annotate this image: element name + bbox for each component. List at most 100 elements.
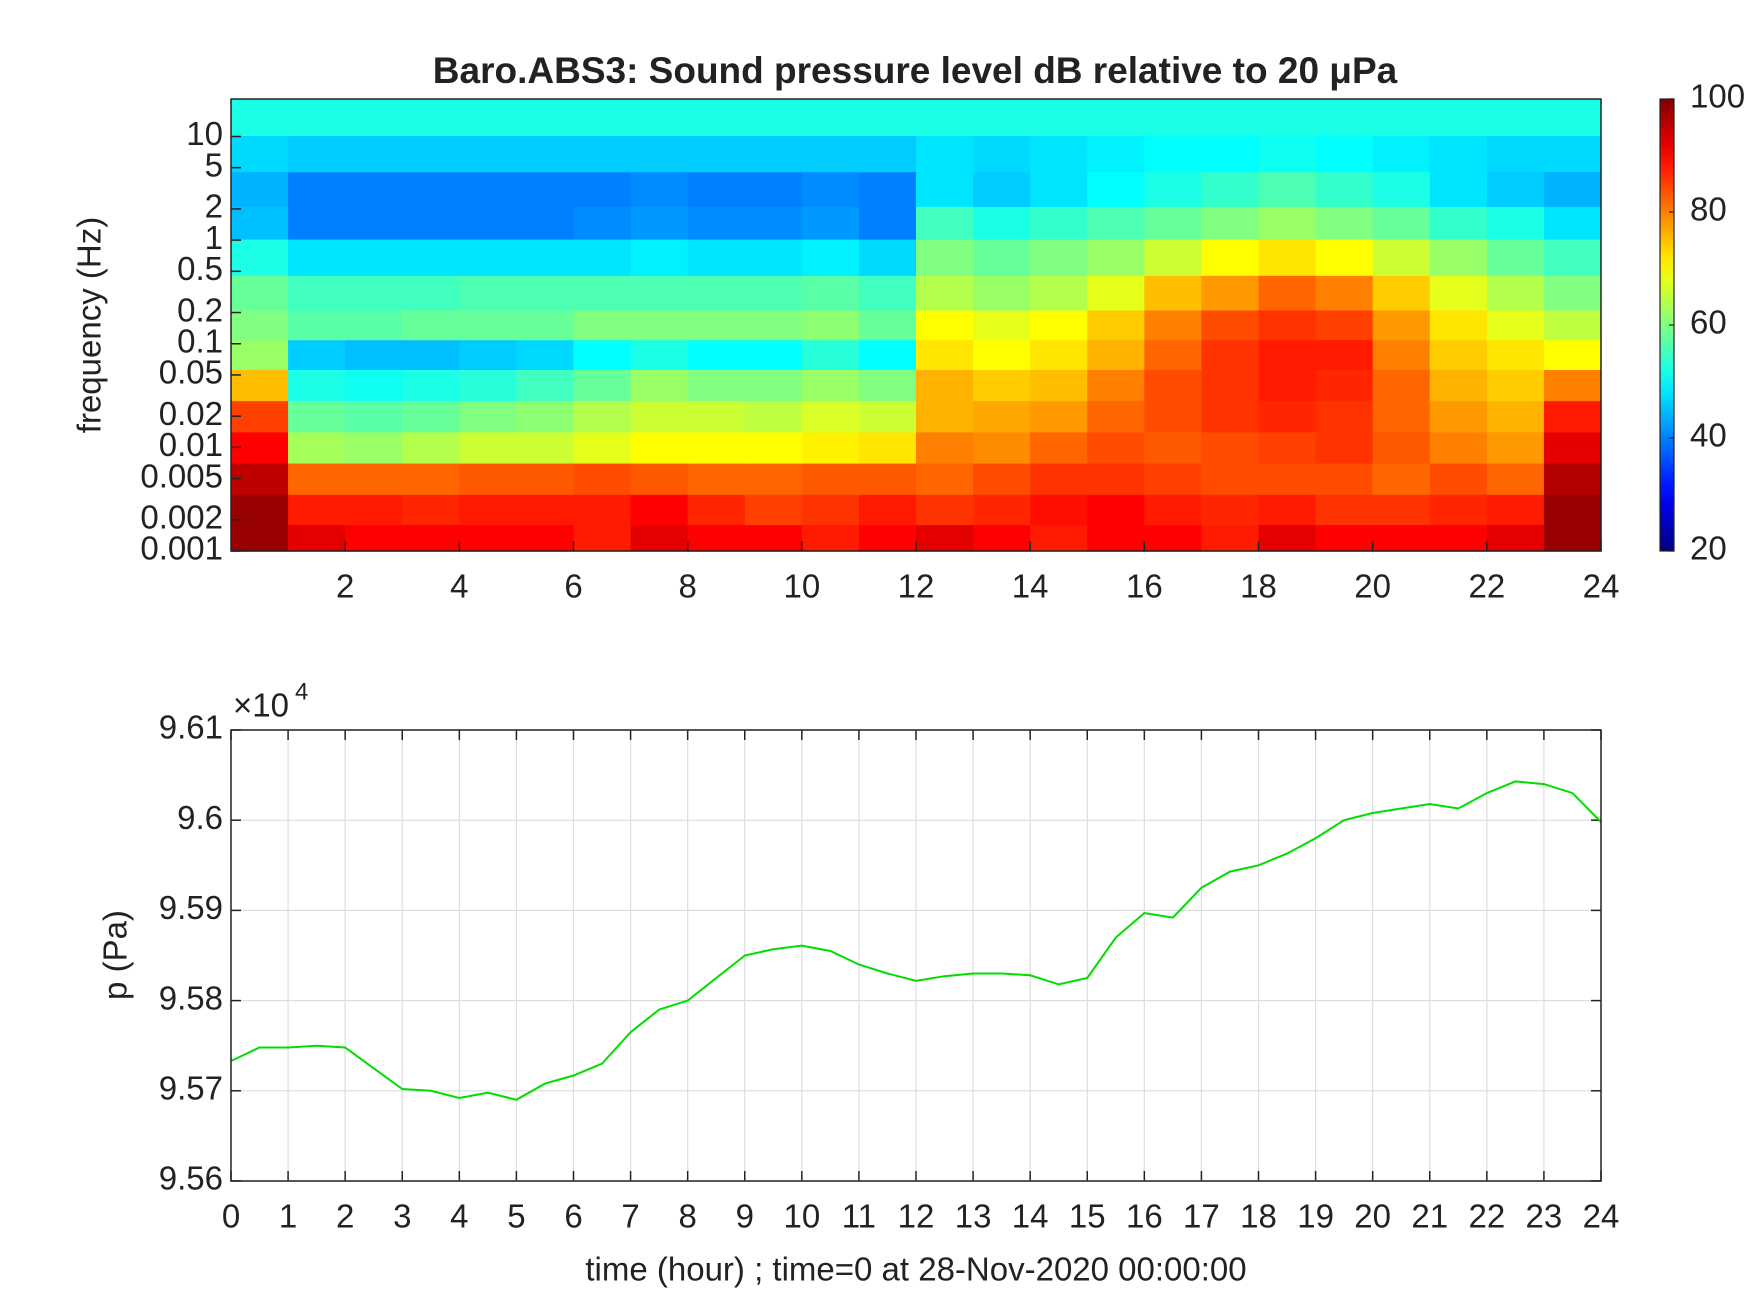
heatmap-cell	[1486, 431, 1545, 464]
heatmap-cell	[516, 494, 575, 526]
x-tick-label: 1	[279, 1198, 297, 1235]
heatmap-cell	[1030, 339, 1088, 370]
heatmap-cell	[744, 171, 803, 207]
heatmap-cell	[573, 275, 632, 311]
heatmap-cell	[345, 171, 403, 207]
heatmap-cell	[1315, 400, 1374, 433]
y-multiplier: ×10	[233, 687, 289, 724]
heatmap-cell	[973, 369, 1031, 402]
heatmap-cell	[1486, 462, 1545, 495]
heatmap-cell	[1258, 206, 1317, 240]
heatmap-cell	[1429, 99, 1488, 136]
heatmap-cell	[858, 206, 917, 240]
heatmap-cell	[801, 99, 860, 136]
y-multiplier-exponent: 4	[295, 678, 308, 705]
heatmap-cell	[573, 400, 632, 433]
heatmap-cell	[1258, 275, 1317, 311]
heatmap-cell	[288, 171, 346, 207]
y-tick-label: 9.61	[159, 709, 223, 746]
x-axis-label: time (hour) ; time=0 at 28-Nov-2020 00:0…	[585, 1251, 1246, 1288]
y-tick-label: 2	[205, 188, 223, 225]
heatmap-cell	[1201, 494, 1260, 526]
heatmap-cell	[1201, 275, 1260, 311]
heatmap-cell	[1144, 206, 1203, 240]
heatmap-cell	[687, 99, 746, 136]
heatmap-cell	[1543, 135, 1602, 173]
heatmap-cell	[573, 462, 632, 495]
heatmap-cell	[916, 309, 974, 341]
heatmap-cell	[744, 275, 803, 311]
colorbar-tick-label: 80	[1690, 191, 1727, 228]
heatmap-cell	[231, 206, 289, 240]
heatmap-cell	[858, 494, 917, 526]
heatmap-cell	[402, 239, 460, 276]
heatmap-cell	[402, 369, 460, 402]
heatmap-cell	[858, 400, 917, 433]
heatmap-cell	[1486, 171, 1545, 207]
heatmap-cell	[1258, 171, 1317, 207]
heatmap-cell	[973, 171, 1031, 207]
x-tick-label: 10	[783, 1198, 820, 1235]
heatmap-cell	[1429, 135, 1488, 173]
heatmap-cell	[573, 524, 632, 552]
heatmap-cell	[573, 369, 632, 402]
colorbar-tick-label: 100	[1690, 78, 1745, 115]
heatmap-cell	[1144, 462, 1203, 495]
y-tick-label: 0.2	[177, 291, 223, 328]
heatmap-cell	[687, 309, 746, 341]
heatmap-cell	[459, 99, 518, 136]
heatmap-cell	[402, 309, 460, 341]
heatmap-cell	[1201, 524, 1260, 552]
y-axis-label: frequency (Hz)	[71, 217, 108, 433]
y-tick-label: 0.002	[140, 499, 223, 536]
heatmap-cell	[1429, 206, 1488, 240]
heatmap-cell	[916, 135, 974, 173]
heatmap-cell	[1030, 239, 1088, 276]
heatmap-cell	[687, 239, 746, 276]
heatmap-cell	[687, 206, 746, 240]
heatmap-cell	[687, 462, 746, 495]
heatmap-cell	[1201, 135, 1260, 173]
heatmap-cell	[459, 206, 518, 240]
heatmap-cell	[1258, 135, 1317, 173]
x-tick-label: 9	[736, 1198, 754, 1235]
heatmap-cell	[459, 275, 518, 311]
heatmap-cell	[1258, 494, 1317, 526]
y-tick-label: 0.5	[177, 250, 223, 287]
heatmap-cell	[687, 524, 746, 552]
heatmap-cell	[1030, 462, 1088, 495]
heatmap-cell	[744, 494, 803, 526]
x-tick-label: 22	[1468, 568, 1505, 605]
heatmap-cell	[1543, 369, 1602, 402]
x-tick-label: 4	[450, 568, 468, 605]
heatmap-cell	[687, 171, 746, 207]
heatmap-cell	[402, 431, 460, 464]
heatmap-cell	[231, 524, 289, 552]
heatmap-cell	[973, 309, 1031, 341]
heatmap-cell	[345, 431, 403, 464]
heatmap-cell	[1429, 171, 1488, 207]
heatmap-cell	[1087, 400, 1145, 433]
heatmap-cell	[1372, 369, 1431, 402]
heatmap-cell	[1087, 171, 1145, 207]
heatmap-cell	[916, 171, 974, 207]
plot-frame	[230, 729, 1602, 1182]
x-tick-label: 3	[393, 1198, 411, 1235]
heatmap-cell	[916, 494, 974, 526]
heatmap-cell	[459, 135, 518, 173]
heatmap-cell	[973, 135, 1031, 173]
heatmap-cell	[1372, 99, 1431, 136]
heatmap-cell	[345, 206, 403, 240]
heatmap-cell	[744, 339, 803, 370]
heatmap-cell	[288, 239, 346, 276]
x-tick-label: 2	[336, 568, 354, 605]
heatmap-cell	[1030, 135, 1088, 173]
x-tick-label: 19	[1297, 1198, 1334, 1235]
heatmap-cell	[231, 99, 289, 136]
heatmap-cell	[345, 99, 403, 136]
heatmap-cell	[858, 99, 917, 136]
heatmap-cell	[973, 494, 1031, 526]
heatmap-cell	[1087, 206, 1145, 240]
x-tick-label: 17	[1183, 1198, 1220, 1235]
